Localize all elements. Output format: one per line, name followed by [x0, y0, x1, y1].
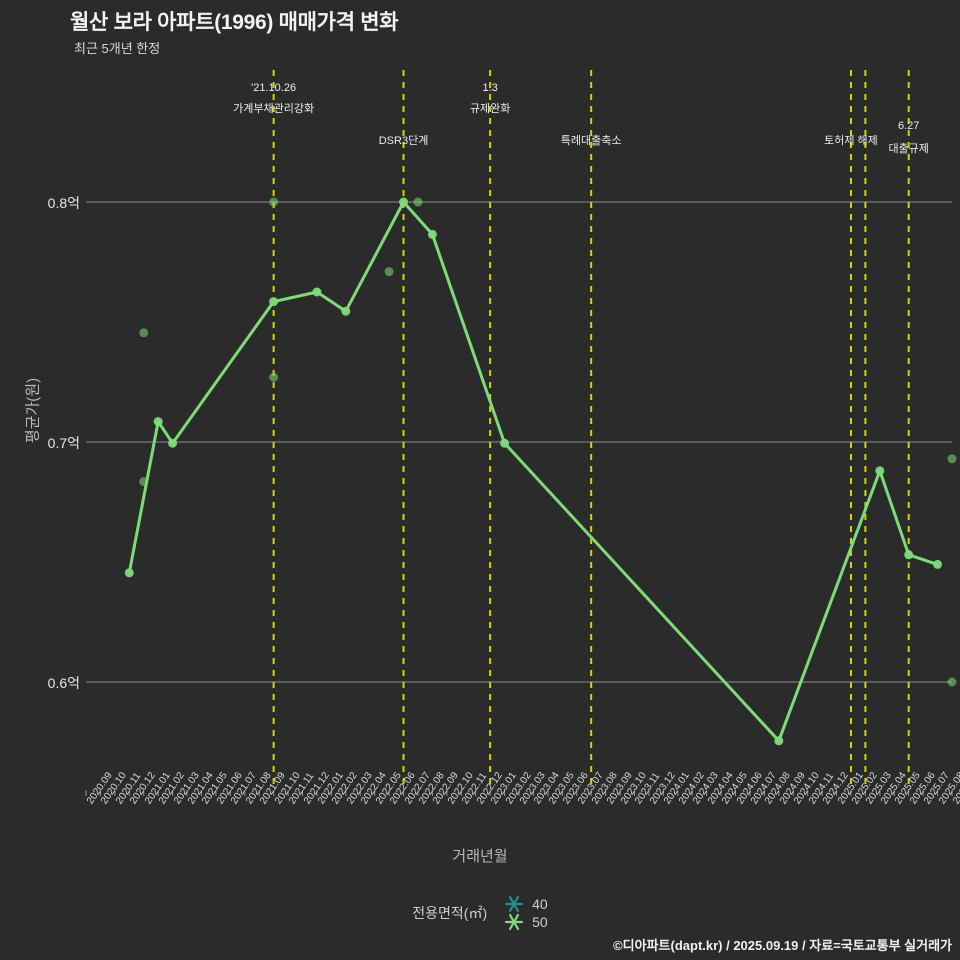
data-point-scatter [947, 454, 957, 464]
annotation-label: '21.10.26 [251, 82, 297, 94]
page-title: 월산 보라 아파트(1996) 매매가격 변화 [70, 11, 399, 34]
asterisk-icon [505, 913, 524, 931]
data-point [904, 550, 914, 560]
annotation-sublabel: 대출규제 [888, 143, 929, 155]
data-point [269, 297, 279, 307]
legend-title: 전용면적(㎡) [412, 905, 488, 921]
data-point-scatter [139, 477, 149, 487]
data-point [124, 568, 134, 578]
annotation-sublabel: 규제완화 [469, 103, 511, 115]
data-point [168, 438, 178, 448]
data-point-scatter [269, 197, 279, 207]
legend-label: 40 [532, 896, 548, 912]
data-point [153, 417, 163, 427]
page-subtitle: 최근 5개년 한정 [74, 41, 161, 56]
annotation-label: 1.3 [482, 82, 498, 94]
legend-label: 50 [532, 914, 548, 930]
data-point-scatter [413, 197, 423, 207]
x-axis-label: 거래년월 [452, 848, 508, 865]
y-tick-label: 0.6억 [47, 675, 80, 691]
y-tick-label: 0.7억 [47, 435, 80, 451]
annotation-label: 토허제 해제 [824, 135, 878, 147]
series-line-50 [127, 200, 940, 743]
asterisk-icon [505, 895, 524, 913]
data-point-scatter [384, 267, 394, 277]
annotation-sublabel: 가계부채관리강화 [233, 103, 315, 115]
legend-item-40[interactable]: 40 [503, 895, 548, 913]
data-point [933, 559, 943, 569]
data-point [312, 287, 322, 297]
chart-legend: 전용면적(㎡) 40 50 [0, 895, 960, 931]
footer-credit: ©디아파트(dapt.kr) / 2025.09.19 / 자료=국토교통부 실… [613, 938, 952, 953]
annotation-label: DSR3단계 [378, 135, 429, 147]
data-point-scatter [947, 677, 957, 687]
data-point-scatter [139, 328, 149, 338]
legend-item-50[interactable]: 50 [503, 913, 548, 931]
annotation-label: 특례대출축소 [560, 135, 622, 147]
data-point [341, 306, 351, 316]
data-point [875, 466, 885, 476]
data-point [399, 197, 409, 207]
data-point [427, 229, 437, 239]
data-point [500, 438, 510, 448]
data-point-scatter [269, 372, 279, 382]
y-tick-label: 0.8억 [47, 195, 80, 211]
annotation-label: 6.27 [897, 120, 920, 132]
data-point [774, 736, 784, 746]
